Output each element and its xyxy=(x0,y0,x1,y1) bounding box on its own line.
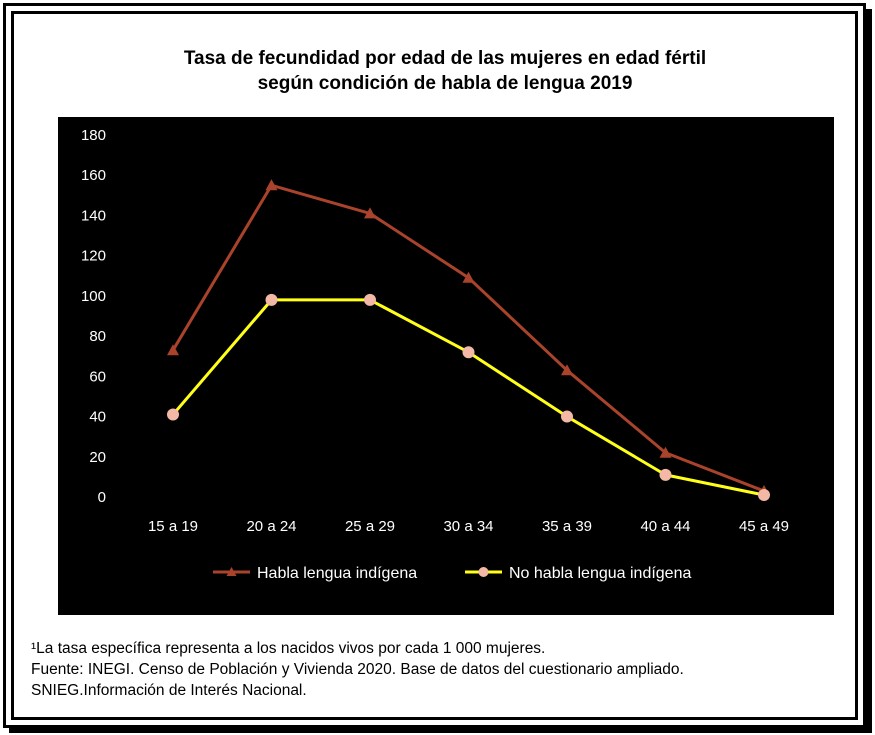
legend-marker-no-habla xyxy=(478,567,489,577)
series-line-habla xyxy=(171,183,765,493)
outer-frame xyxy=(3,3,866,728)
y-tick-label: 180 xyxy=(81,127,106,144)
y-tick-label: 40 xyxy=(89,409,106,426)
y-tick-label: 140 xyxy=(81,207,106,224)
data-point-habla xyxy=(462,271,475,283)
legend-marker-habla xyxy=(226,567,237,576)
footnote-snieg: SNIEG.Información de Interés Nacional. xyxy=(31,682,307,699)
data-point-habla xyxy=(167,344,179,356)
footnote-source: Fuente: INEGI. Censo de Población y Vivi… xyxy=(31,661,684,678)
chart-panel: 0 20 40 60 80 100 120 140 160 180 15 a 19 20 a 24 25… xyxy=(58,117,834,615)
data-point-habla xyxy=(659,446,672,458)
data-point-no-habla xyxy=(265,293,278,306)
data-point-no-habla xyxy=(659,468,672,481)
footnote: ¹La tasa específica representa a los nac… xyxy=(31,638,831,701)
series-line-no-habla xyxy=(171,298,765,497)
data-point-habla xyxy=(561,364,573,376)
chart-title: Tasa de fecundidad por edad de las mujer… xyxy=(60,46,830,96)
y-tick-label: 120 xyxy=(81,248,106,265)
y-tick-label: 160 xyxy=(81,167,106,184)
y-tick-label: 20 xyxy=(89,449,106,466)
inner-frame xyxy=(11,11,858,720)
y-tick-label: 80 xyxy=(89,328,106,345)
y-tick-label: 100 xyxy=(81,288,106,305)
chart-title-line-1: Tasa de fecundidad por edad de las mujer… xyxy=(183,48,707,69)
x-tick-label: 45 a 49 xyxy=(739,518,789,535)
x-tick-label: 20 a 24 xyxy=(246,518,296,535)
legend-label-habla: Habla lengua indígena xyxy=(257,565,417,582)
data-point-habla xyxy=(364,207,376,219)
x-tick-label: 35 a 39 xyxy=(542,518,592,535)
data-point-no-habla xyxy=(167,408,179,421)
data-point-no-habla xyxy=(561,410,573,423)
data-point-no-habla xyxy=(758,488,770,501)
x-tick-label: 40 a 44 xyxy=(640,518,690,535)
y-tick-label: 0 xyxy=(98,489,106,506)
data-point-no-habla xyxy=(364,293,376,306)
data-point-habla xyxy=(265,179,278,191)
chart-title-line-2: según condición de habla de lengua 2019 xyxy=(257,73,633,94)
legend-label-no-habla: No habla lengua indígena xyxy=(509,565,691,582)
x-tick-label: 30 a 34 xyxy=(443,518,493,535)
data-point-no-habla xyxy=(462,346,475,359)
line-chart: 0 20 40 60 80 100 120 140 160 180 15 a 19 20 a 24 25… xyxy=(81,127,789,582)
frame-shadow-right xyxy=(866,9,872,731)
x-tick-label: 15 a 19 xyxy=(148,518,198,535)
footnote-rate-note: ¹La tasa específica representa a los nac… xyxy=(31,640,546,657)
x-tick-label: 25 a 29 xyxy=(345,518,395,535)
y-tick-label: 60 xyxy=(89,368,106,385)
frame-shadow-bottom xyxy=(9,728,872,733)
